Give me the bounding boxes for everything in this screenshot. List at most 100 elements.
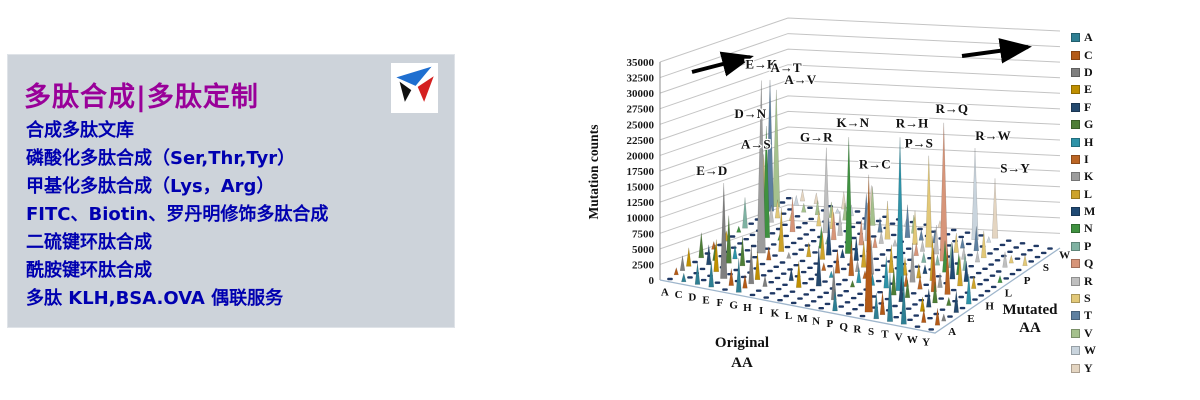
x-tick-label: G [729,300,738,312]
floor-dash [784,245,791,249]
floor-dash [968,265,974,268]
spike [686,247,692,267]
spike [681,272,687,283]
gridline [659,95,1061,141]
spike [888,244,895,273]
floor-dash [950,288,957,292]
floor-dash [745,260,752,263]
floor-dash [947,315,953,318]
floor-dash [769,232,776,235]
floor-dash [768,281,774,284]
floor-dash [797,237,803,240]
floor-dash [783,294,789,298]
promo-service-link[interactable]: 甲基化多肽合成（Lys，Arg） [26,176,275,197]
promo-service-link[interactable]: FITC、Biotin、罗丹明修饰多肽合成 [26,204,329,225]
spike [933,224,940,255]
floor-dash [889,222,896,225]
floor-dash [967,253,973,257]
axes [659,62,1061,334]
floor-dash [799,259,806,263]
floor-dash [870,295,877,298]
promo-service-link[interactable]: 合成多肽文库 [26,120,134,141]
y-tick-label: 22500 [627,135,655,147]
floor-dash [905,247,912,250]
floor-dash [994,259,1001,262]
y-tick-label: 10000 [627,213,655,225]
spike [788,268,794,281]
floor-dash [1028,260,1034,263]
spike [768,205,774,223]
floor-dash [779,201,786,204]
floor-dash [1007,250,1013,253]
direction-arrows [691,38,1032,77]
legend-label: E [1084,82,1093,97]
spike [937,272,943,288]
promo-service-link[interactable]: 多肽 KLH,BSA.OVA 偶联服务 [26,288,284,309]
spike [879,291,886,315]
floor-dash [760,274,767,277]
floor-dash [989,274,996,277]
spike [860,240,867,268]
y-tick-label: 25000 [627,119,655,131]
x-tick-label: H [743,302,752,314]
spike [801,202,807,213]
spike [748,245,755,285]
floor-dash [859,314,866,318]
floor-dash [787,208,793,211]
floor-dash [910,292,917,295]
floor-dash [749,233,756,237]
spike [971,275,977,289]
gridline [659,79,1061,125]
floor-dash [812,251,818,254]
spike [922,264,928,274]
gridline [659,188,1061,234]
spike [762,275,768,287]
floor-dash [809,228,816,232]
floor-dash [1034,255,1041,259]
y-tick-label: 20000 [627,150,655,162]
promo-service-link[interactable]: 酰胺键环肽合成 [26,260,152,281]
floor-dash [893,316,899,319]
floor-dash [790,301,797,305]
x-tick-label: M [797,313,808,325]
brand-logo [391,63,438,113]
legend-label: W [1084,343,1096,358]
spike [762,125,771,239]
spike [902,257,908,276]
floor-dash [1027,249,1033,252]
floor-dash [842,278,848,282]
legend-swatch [1071,102,1080,112]
legend-item: W [1071,342,1096,359]
spike [934,254,941,266]
floor-dash [722,288,728,291]
floor-edge [659,247,1061,334]
floor-dash [978,234,984,237]
floor-dash [752,256,758,259]
floor-dash [975,271,982,275]
floor-dash [763,296,769,299]
z-axis-title: Mutated [1003,302,1059,318]
floor-dash [804,304,811,307]
floor-dash [729,235,736,238]
y-tick-label: 5000 [632,244,655,256]
x-tick-label: Q [839,321,848,333]
floor-dash [844,301,851,304]
legend-item: H [1071,133,1096,150]
y-tick-label: 17500 [627,166,655,178]
spike [814,200,821,216]
x-tick-label: F [717,297,724,309]
promo-service-link[interactable]: 二硫键环肽合成 [26,232,152,253]
floor-dash [790,241,797,245]
spike [895,137,905,291]
gridline [659,173,1061,219]
spike [991,178,999,239]
floor-dash [808,277,814,281]
floor-dash [988,263,994,266]
spike [913,242,919,257]
z-tick-label: L [1005,288,1012,300]
peak-label: G→R [800,130,833,145]
legend-item: R [1071,272,1096,289]
legend-label: I [1084,151,1089,166]
spike [864,174,873,313]
promo-service-link[interactable]: 磷酸化多肽合成（Ser,Thr,Tyr） [26,148,296,169]
